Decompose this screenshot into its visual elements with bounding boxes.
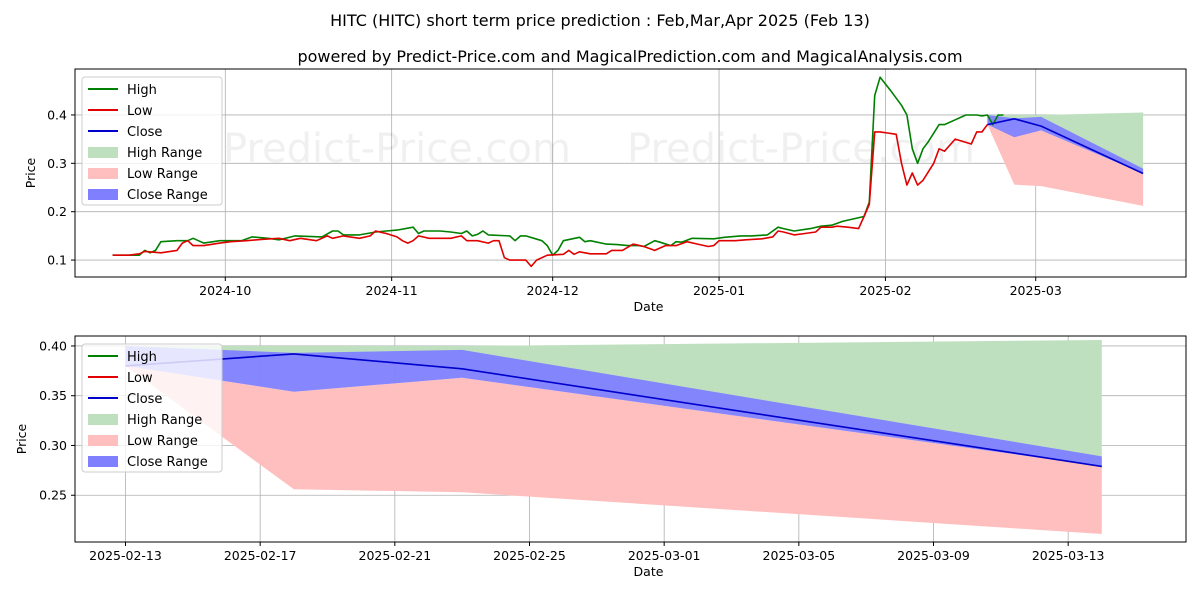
- x-tick-label: 2024-11: [366, 283, 418, 298]
- close-range-swatch: [88, 456, 118, 467]
- y-tick-label: 0.2: [47, 204, 67, 219]
- legend: High Low Close High Range Low Range Close Ran…: [81, 76, 223, 206]
- low-range-area: [125, 365, 1102, 534]
- y-tick-label: 0.1: [47, 253, 67, 268]
- x-tick-label: 2025-03-09: [897, 548, 970, 563]
- x-tick-label: 2025-02-21: [359, 548, 432, 563]
- x-tick-label: 2024-12: [527, 283, 579, 298]
- axes-frame: [74, 335, 1187, 543]
- x-axis-label: Date: [634, 564, 664, 579]
- x-tick-label: 2024-10: [199, 283, 251, 298]
- x-tick-label: 2025-02: [859, 283, 911, 298]
- y-tick-label: 0.30: [39, 438, 67, 453]
- top-panel: Predict-Price.com Predict-Price.com 2024-1…: [23, 68, 1187, 314]
- low-range-swatch: [88, 435, 118, 446]
- y-axis-label: Price: [14, 423, 29, 454]
- legend-label-high: High: [127, 350, 157, 365]
- close-range-area: [125, 346, 1102, 467]
- legend-label-low-range: Low Range: [127, 167, 198, 182]
- legend-label-high-range: High Range: [127, 146, 202, 161]
- watermark: Predict-Price.com: [223, 126, 571, 172]
- x-axis-label: Date: [634, 299, 664, 314]
- y-tick-label: 0.35: [39, 388, 67, 403]
- y-axis-label: Price: [23, 157, 38, 188]
- legend-label-high-range: High Range: [127, 413, 202, 428]
- legend-label-close-range: Close Range: [127, 188, 208, 203]
- x-tick-label: 2025-03-13: [1032, 548, 1105, 563]
- legend-label-low: Low: [127, 371, 153, 386]
- y-tick-label: 0.3: [47, 156, 67, 171]
- legend-label-close: Close: [127, 392, 162, 407]
- x-tick-label: 2025-03-05: [763, 548, 836, 563]
- axes-frame: [74, 68, 1187, 278]
- high-range-swatch: [88, 147, 118, 158]
- low-range-area: [987, 124, 1144, 206]
- y-tick-label: 0.25: [39, 488, 67, 503]
- close-range-swatch: [88, 189, 118, 200]
- chart-title: HITC (HITC) short term price prediction …: [330, 11, 870, 30]
- high-range-area: [987, 112, 1144, 174]
- close-line: [987, 118, 1144, 175]
- bottom-panel: Predict-Price.comPredict-Price.com2025-0…: [14, 335, 1187, 579]
- x-tick-label: 2025-03: [1010, 283, 1062, 298]
- legend-label-low-range: Low Range: [127, 434, 198, 449]
- low-range-swatch: [88, 168, 118, 179]
- x-tick-label: 2025-03-01: [628, 548, 701, 563]
- chart-subtitle: powered by Predict-Price.com and Magical…: [297, 47, 962, 66]
- y-tick-label: 0.4: [47, 107, 67, 122]
- legend: High Low Close High Range Low Range Close Ran…: [81, 343, 223, 473]
- x-tick-label: 2025-02-17: [224, 548, 297, 563]
- high-range-swatch: [88, 414, 118, 425]
- legend-label-high: High: [127, 83, 157, 98]
- legend-label-close-range: Close Range: [127, 455, 208, 470]
- watermark: Predict-Price.com: [627, 126, 975, 172]
- low-line: [112, 124, 989, 268]
- x-tick-label: 2025-02-13: [89, 548, 162, 563]
- close-range-area: [987, 115, 1144, 174]
- legend-label-low: Low: [127, 104, 153, 119]
- high-range-area: [125, 340, 1102, 467]
- legend-label-close: Close: [127, 125, 162, 140]
- x-tick-label: 2025-01: [693, 283, 745, 298]
- y-tick-label: 0.40: [39, 338, 67, 353]
- x-tick-label: 2025-02-25: [493, 548, 566, 563]
